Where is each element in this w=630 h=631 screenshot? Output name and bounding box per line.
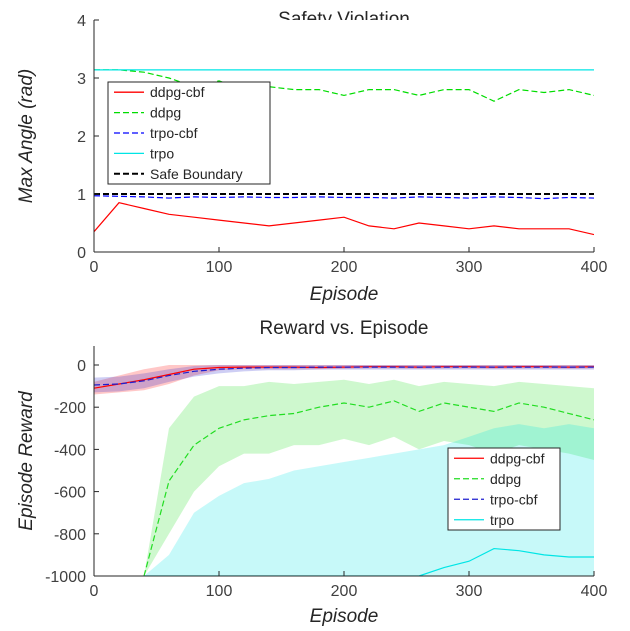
- legend-label-safe-boundary: Safe Boundary: [150, 166, 243, 182]
- y-tick-label: -400: [54, 442, 86, 459]
- series-line-ddpg: [94, 69, 594, 102]
- chart-title: Reward vs. Episode: [260, 318, 429, 339]
- legend: ddpg-cbf ddpg trpo-cbf trpo Safe Boundary: [107, 81, 271, 185]
- x-tick-label: 100: [206, 583, 233, 600]
- reward-panel: Reward vs. Episode Episode Episode Rewar…: [16, 318, 607, 627]
- legend-label-ddpg: ddpg: [490, 471, 521, 487]
- legend-label-trpo-cbf: trpo-cbf: [490, 491, 538, 507]
- x-tick-label: 0: [90, 259, 99, 276]
- y-axis-label: Episode Reward: [16, 390, 37, 531]
- series-line-trpo-cbf: [94, 366, 594, 386]
- y-tick-label: -800: [54, 527, 86, 544]
- legend-label-ddpg: ddpg: [150, 105, 181, 121]
- y-tick-label: -200: [54, 400, 86, 417]
- legend-label-trpo: trpo: [490, 512, 514, 528]
- band-ddpg-cbf: [94, 364, 594, 395]
- legend: ddpg-cbf ddpg trpo-cbf trpo: [447, 447, 561, 531]
- legend-box: [447, 447, 561, 531]
- legend-label-ddpg-cbf: ddpg-cbf: [490, 450, 545, 466]
- x-axis-label: Episode: [310, 606, 379, 627]
- x-tick-label: 300: [456, 583, 483, 600]
- y-tick-label: -600: [54, 485, 86, 502]
- tick-labels: 0 100 200 300 400 0 1 2 3 4: [77, 13, 607, 276]
- series-line-ddpg-cbf: [94, 202, 594, 236]
- band-ddpg: [144, 379, 594, 576]
- legend-label-trpo-cbf: trpo-cbf: [150, 125, 198, 141]
- series-line-trpo-cbf: [94, 195, 594, 200]
- x-tick-label: 200: [331, 259, 358, 276]
- x-tick-label: 100: [206, 259, 233, 276]
- y-tick-label: 3: [77, 71, 86, 88]
- series-line-trpo: [144, 547, 594, 576]
- x-axis-label: Episode: [310, 284, 379, 305]
- x-tick-label: 400: [581, 583, 608, 600]
- x-tick-label: 300: [456, 259, 483, 276]
- series-line-ddpg: [143, 400, 594, 576]
- tick-labels: 0 100 200 300 400 0 -200 -400 -600 -800 -1000: [45, 358, 607, 600]
- x-tick-label: 400: [581, 259, 608, 276]
- x-tick-label: 200: [331, 583, 358, 600]
- band-trpo-cbf: [94, 364, 594, 393]
- series-group: [94, 69, 594, 236]
- y-tick-label: 0: [77, 358, 86, 375]
- y-tick-label: -1000: [45, 569, 86, 586]
- safety-violation-panel: Safety Violation Episode Max Angle (rad)…: [16, 9, 607, 305]
- y-tick-label: 2: [77, 129, 86, 146]
- y-tick-label: 1: [77, 187, 86, 204]
- legend-label-trpo: trpo: [150, 145, 174, 161]
- x-tick-label: 0: [90, 583, 99, 600]
- y-axis-label: Max Angle (rad): [16, 69, 37, 203]
- y-tick-label: 4: [77, 13, 86, 30]
- y-tick-label: 0: [77, 245, 86, 262]
- legend-label-ddpg-cbf: ddpg-cbf: [150, 84, 205, 100]
